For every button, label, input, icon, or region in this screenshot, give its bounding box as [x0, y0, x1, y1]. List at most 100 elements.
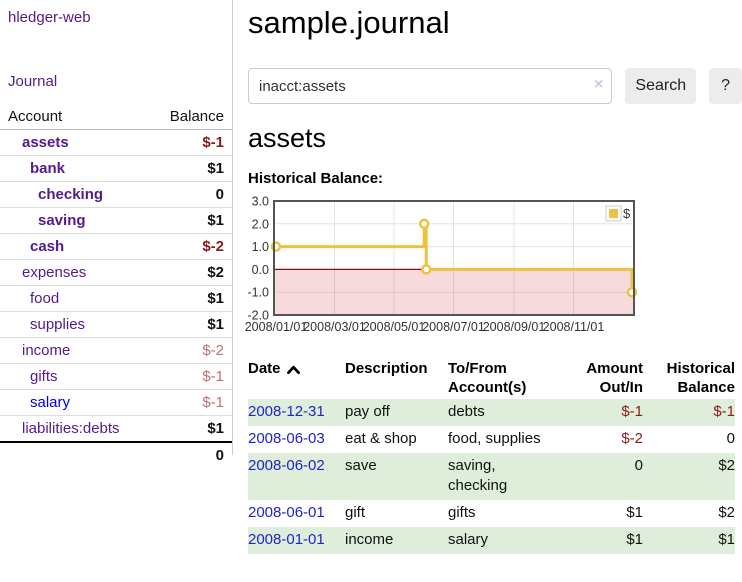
svg-text:0.0: 0.0 [252, 263, 269, 277]
account-balance: $1 [207, 160, 224, 177]
account-column-header-register: To/From Account(s) [448, 360, 527, 396]
account-row: saving $1 [0, 207, 232, 234]
account-link-cash[interactable]: cash [30, 238, 65, 255]
account-link-bank[interactable]: bank [30, 160, 66, 177]
transaction-row: 2008-06-01 gift gifts $1 $2 [248, 500, 735, 527]
account-link-liabilities-debts[interactable]: liabilities:debts [22, 420, 120, 437]
account-heading: assets [248, 123, 327, 153]
transaction-accounts: saving, checking [448, 457, 508, 494]
transaction-description: save [345, 457, 377, 474]
account-link-supplies[interactable]: supplies [30, 316, 86, 333]
accounts-total-row: 0 [0, 442, 232, 468]
transaction-row: 2008-06-02 save saving, checking 0 $2 [248, 453, 735, 500]
sort-ascending-icon [286, 365, 300, 375]
svg-text:2008/03/01: 2008/03/01 [303, 320, 366, 334]
account-row: supplies $1 [0, 311, 232, 338]
transaction-date-link[interactable]: 2008-01-01 [248, 531, 325, 548]
search-input[interactable] [248, 68, 613, 104]
transaction-amount: $1 [626, 504, 643, 521]
svg-text:$: $ [623, 206, 631, 221]
svg-text:1.0: 1.0 [252, 240, 269, 254]
clear-search-icon[interactable]: × [594, 76, 604, 93]
transaction-date-link[interactable]: 2008-06-02 [248, 457, 325, 474]
svg-text:-2.0: -2.0 [247, 309, 269, 323]
register-body: 2008-12-31 pay off debts $-1 $-1 2008-06-03 ea… [248, 399, 735, 554]
help-button[interactable]: ? [709, 68, 742, 104]
app-brand-link[interactable]: hledger-web [8, 9, 91, 26]
search-field-wrap: × [248, 68, 613, 104]
transaction-accounts: food, supplies [448, 430, 541, 447]
account-row: bank $1 [0, 155, 232, 182]
chart-heading: Historical Balance: [248, 170, 384, 187]
account-balance: $-1 [202, 394, 224, 411]
account-link-checking[interactable]: checking [38, 186, 104, 203]
account-link-income[interactable]: income [22, 342, 71, 359]
balance-column-header: Balance [169, 108, 224, 125]
sort-by-date-link[interactable]: Date [248, 359, 301, 378]
account-column-header: Account [8, 108, 63, 125]
svg-text:2008/07/01: 2008/07/01 [422, 320, 485, 334]
account-link-salary[interactable]: salary [30, 394, 71, 411]
search-row: × Search ? [248, 68, 742, 104]
accounts-header-row: Account Balance [0, 105, 232, 130]
account-row: income $-2 [0, 337, 232, 364]
account-balance: $-2 [202, 342, 224, 359]
account-balance: $1 [207, 290, 224, 307]
account-balance: 0 [215, 186, 224, 203]
transaction-date-link[interactable]: 2008-12-31 [248, 403, 325, 420]
svg-text:2.0: 2.0 [252, 217, 269, 231]
account-row: cash $-2 [0, 233, 232, 260]
amount-column-header: Amount Out/In [586, 360, 643, 396]
transaction-balance: $2 [718, 457, 735, 474]
sidebar: hledger-web Journal Account Balance asse… [0, 0, 233, 464]
transaction-accounts: salary [448, 531, 489, 548]
transaction-accounts: gifts [448, 504, 476, 521]
account-balance: $1 [207, 420, 224, 437]
transaction-balance: $-1 [713, 403, 735, 420]
account-row: food $1 [0, 285, 232, 312]
account-balance: $-1 [202, 368, 224, 385]
transaction-balance: 0 [726, 430, 735, 447]
total-spacer [0, 442, 146, 468]
account-link-assets[interactable]: assets [22, 134, 69, 151]
account-link-saving[interactable]: saving [38, 212, 86, 229]
transaction-row: 2008-06-03 eat & shop food, supplies $-2 0 [248, 426, 735, 453]
account-row: expenses $2 [0, 259, 232, 286]
transaction-row: 2008-12-31 pay off debts $-1 $-1 [248, 399, 735, 426]
account-row: liabilities:debts $1 [0, 415, 232, 443]
account-row: gifts $-1 [0, 363, 232, 390]
date-column-header: Date [248, 357, 345, 399]
transaction-row: 2008-01-01 income salary $1 $1 [248, 527, 735, 554]
main-content: sample.journal × Search ? assets Histori… [245, 0, 742, 554]
page-title: sample.journal [248, 5, 450, 40]
account-balance: $1 [207, 212, 224, 229]
register-header-row: Date Description To/From Account(s) Amou… [248, 357, 735, 399]
accounts-total-value: 0 [215, 447, 224, 464]
accounts-table: Account Balance assets $-1 bank $1 checking 0… [0, 105, 232, 468]
account-balance: $-1 [202, 134, 224, 151]
svg-text:2008/11/01: 2008/11/01 [543, 320, 605, 334]
description-column-header: Description [345, 360, 428, 377]
svg-text:-1.0: -1.0 [247, 286, 269, 300]
transaction-balance: $2 [718, 504, 735, 521]
transaction-date-link[interactable]: 2008-06-01 [248, 504, 325, 521]
transaction-description: gift [345, 504, 366, 521]
search-button[interactable]: Search [625, 68, 697, 104]
transaction-description: pay off [345, 403, 390, 420]
transaction-accounts: debts [448, 403, 485, 420]
register-table: Date Description To/From Account(s) Amou… [248, 357, 735, 554]
transaction-date-link[interactable]: 2008-06-03 [248, 430, 325, 447]
account-balance: $-2 [202, 238, 224, 255]
date-header-label: Date [248, 360, 281, 377]
account-link-expenses[interactable]: expenses [22, 264, 87, 281]
historical-balance-column-header: Historical Balance [666, 360, 735, 396]
account-link-gifts[interactable]: gifts [30, 368, 58, 385]
account-row: salary $-1 [0, 389, 232, 416]
account-balance: $1 [207, 316, 224, 333]
sidebar-item-journal[interactable]: Journal [8, 73, 58, 90]
transaction-amount: $1 [626, 531, 643, 548]
transaction-amount: $-1 [621, 403, 643, 420]
svg-text:2008/05/01: 2008/05/01 [363, 320, 426, 334]
account-link-food[interactable]: food [30, 290, 60, 307]
transaction-balance: $1 [718, 531, 735, 548]
